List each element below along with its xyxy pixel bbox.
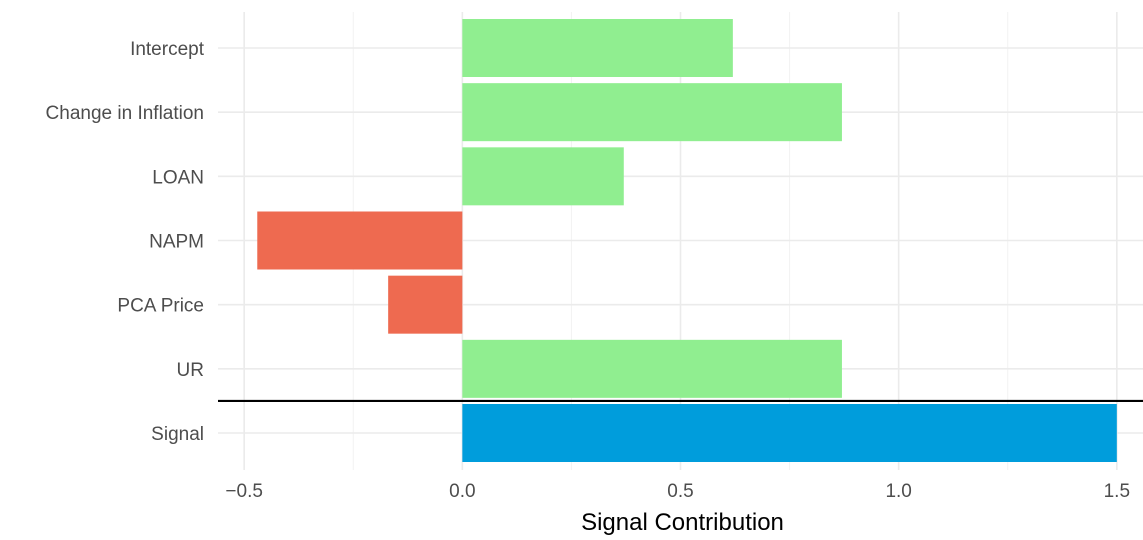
category-label: Signal [151,424,204,445]
x-tick-label: 1.0 [885,481,911,502]
category-label: LOAN [152,167,204,188]
bar-loan [462,147,624,206]
bar-signal [462,404,1117,462]
category-label: UR [177,360,204,381]
x-tick-label: 1.5 [1104,481,1130,502]
bar-change-in-inflation [462,83,842,142]
x-axis-title: Signal Contribution [581,509,784,536]
x-tick-label: 0.0 [449,481,475,502]
bar-intercept [462,19,733,77]
bar-ur [462,339,842,398]
category-label: Change in Inflation [46,103,204,124]
x-tick-labels: −0.5 0.0 0.5 1.0 1.5 [225,481,1130,502]
x-tick-label: −0.5 [225,481,263,502]
category-label: PCA Price [117,296,204,317]
bar-napm [257,211,463,270]
category-label: Intercept [130,39,205,60]
category-labels: Intercept Change in Inflation LOAN NAPM PCA … [46,39,205,445]
bars [257,19,1117,462]
x-tick-label: 0.5 [667,481,693,502]
category-label: NAPM [149,232,204,253]
bar-pca-price [388,275,463,334]
